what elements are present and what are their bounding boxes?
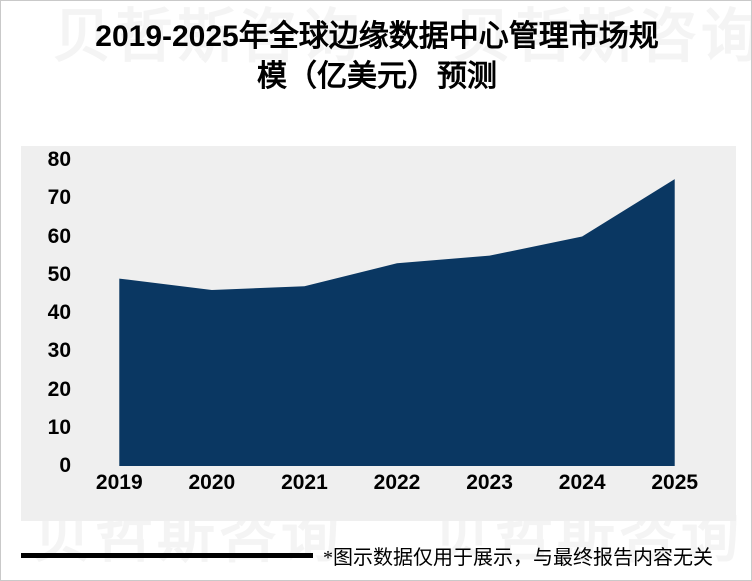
chart-title-line-2: 模（亿美元）预测 <box>257 59 497 93</box>
area-chart-svg <box>119 179 675 466</box>
x-axis-tick-label: 2024 <box>558 471 606 494</box>
x-axis-tick-label: 2019 <box>95 471 143 494</box>
y-axis-tick-label: 70 <box>47 186 71 210</box>
y-axis-tick-label: 20 <box>47 377 71 401</box>
y-axis: 80 70 60 50 40 30 20 10 0 <box>21 146 79 477</box>
y-axis-tick-label: 60 <box>47 224 71 248</box>
x-axis: 2019 2020 2021 2022 2023 2024 2025 <box>73 471 721 511</box>
x-axis-tick-label: 2020 <box>188 471 236 494</box>
y-axis-tick-label: 0 <box>59 454 71 477</box>
plot-container: 80 70 60 50 40 30 20 10 0 2019 2020 2021 2022 2023 20… <box>21 146 736 521</box>
y-axis-tick-label: 30 <box>47 339 71 363</box>
y-axis-tick-label: 80 <box>47 148 71 171</box>
footnote-rule <box>21 552 313 558</box>
y-axis-tick-label: 10 <box>47 415 71 439</box>
x-axis-tick-label: 2025 <box>651 471 699 494</box>
x-axis-tick-label: 2023 <box>466 471 513 494</box>
y-axis-tick-label: 40 <box>47 301 71 324</box>
footnote: *图示数据仅用于展示，与最终报告内容无关 <box>21 541 733 569</box>
chart-title-line-1: 2019-2025年全球边缘数据中心管理市场规 <box>95 20 659 53</box>
plot-area <box>73 160 721 466</box>
y-axis-tick-label: 50 <box>47 262 71 286</box>
x-axis-tick-label: 2022 <box>373 471 421 494</box>
chart-title: 2019-2025年全球边缘数据中心管理市场规 模（亿美元）预测 <box>27 17 727 96</box>
area-series-shape <box>119 179 675 466</box>
footnote-text: *图示数据仅用于展示，与最终报告内容无关 <box>323 546 713 569</box>
x-axis-tick-label: 2021 <box>281 471 328 494</box>
